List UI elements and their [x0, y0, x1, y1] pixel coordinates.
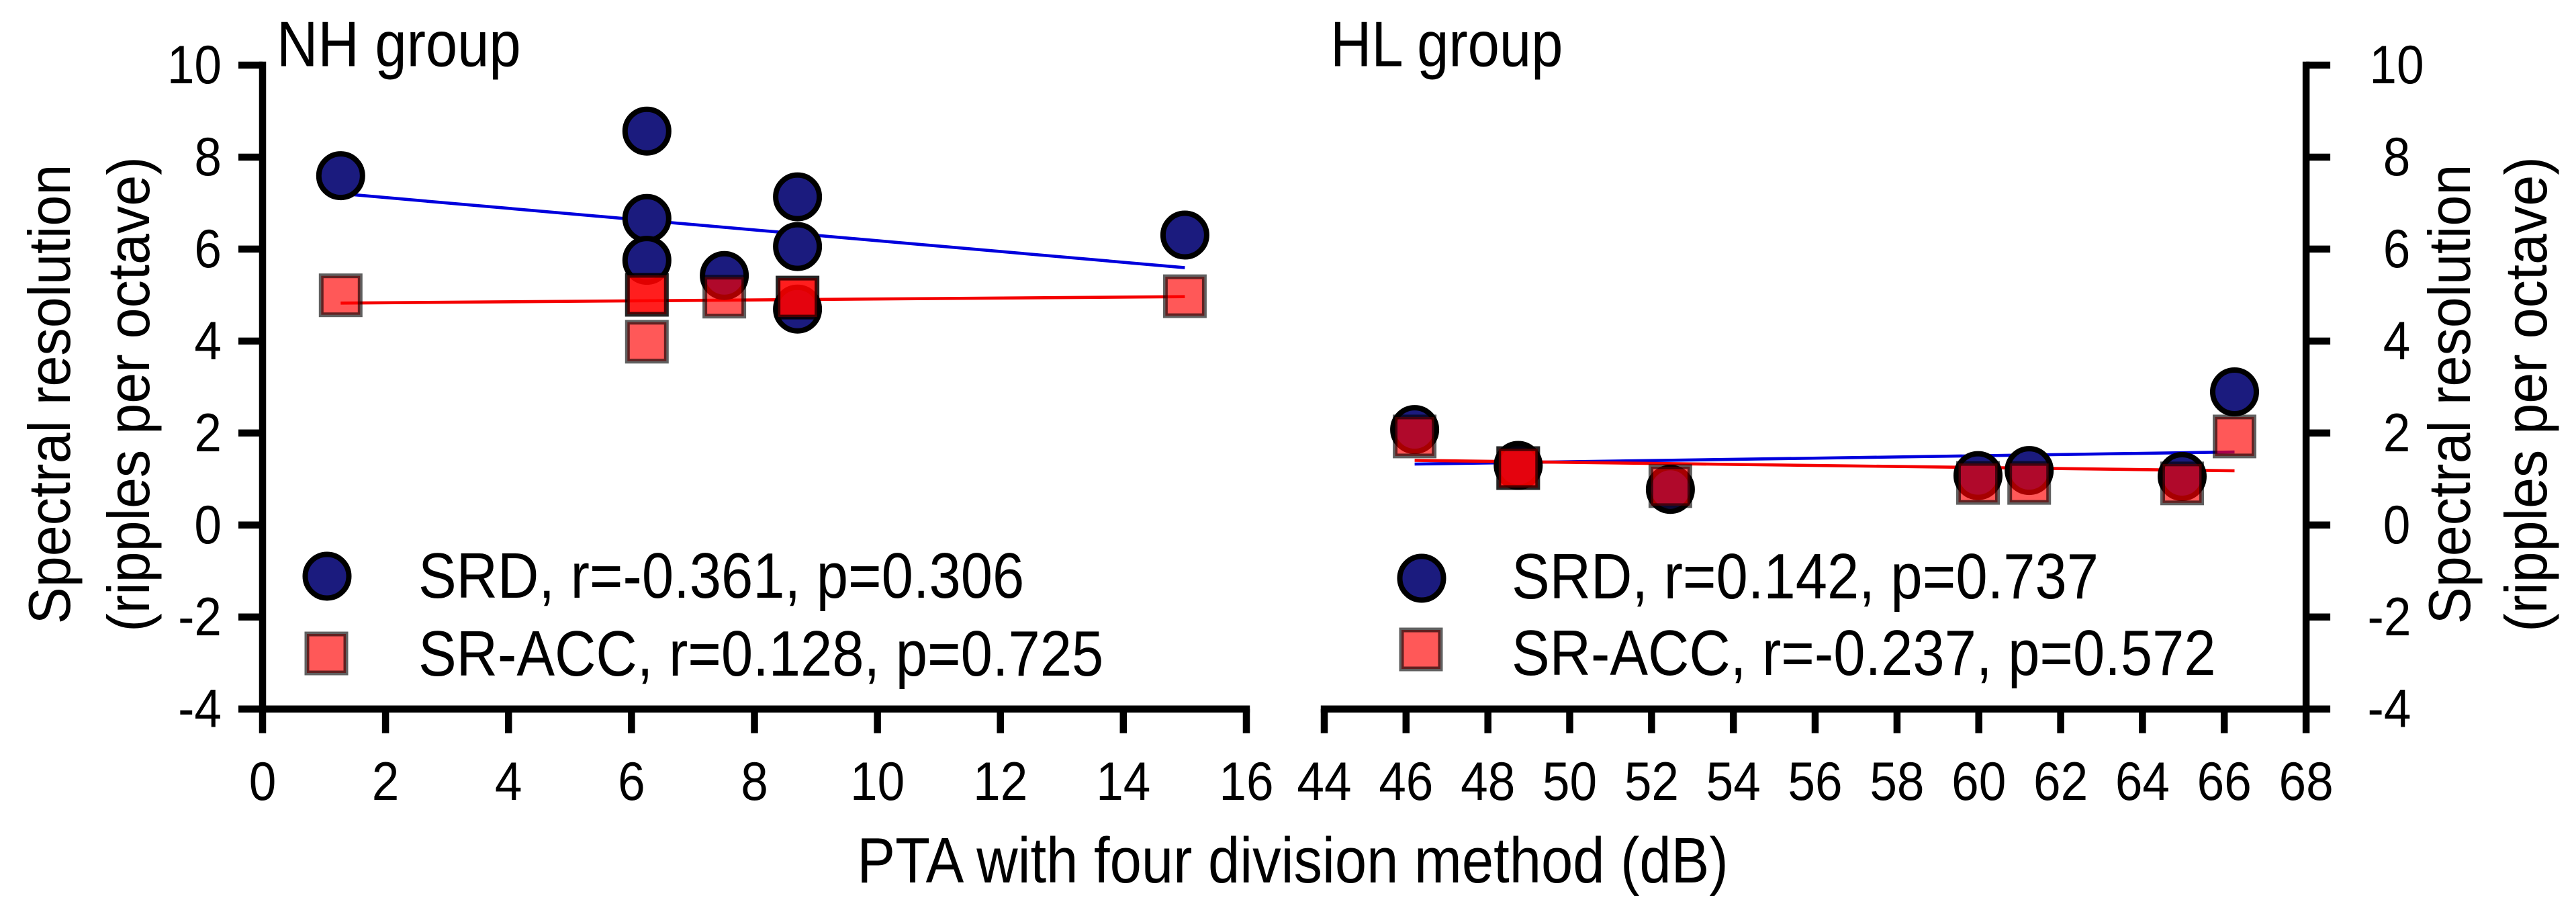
- svg-text:68: 68: [2279, 752, 2334, 812]
- svg-text:12: 12: [973, 752, 1027, 812]
- svg-text:4: 4: [194, 311, 222, 371]
- svg-text:4: 4: [2383, 311, 2411, 371]
- svg-text:10: 10: [167, 35, 222, 95]
- svg-text:62: 62: [2033, 752, 2088, 812]
- svg-text:-2: -2: [2368, 586, 2411, 647]
- svg-text:SRD, r=-0.361, p=0.306: SRD, r=-0.361, p=0.306: [418, 540, 1024, 612]
- svg-text:48: 48: [1461, 752, 1515, 812]
- svg-text:HL group: HL group: [1330, 9, 1563, 81]
- svg-text:0: 0: [249, 752, 277, 812]
- svg-text:(ripples per octave): (ripples per octave): [2494, 156, 2560, 632]
- svg-text:NH group: NH group: [277, 9, 521, 81]
- svg-text:6: 6: [2383, 219, 2411, 279]
- svg-text:4: 4: [495, 752, 522, 812]
- svg-text:66: 66: [2197, 752, 2252, 812]
- svg-text:0: 0: [2383, 494, 2411, 555]
- svg-text:10: 10: [850, 752, 905, 812]
- svg-text:54: 54: [1706, 752, 1761, 812]
- svg-text:2: 2: [372, 752, 400, 812]
- svg-text:60: 60: [1951, 752, 2006, 812]
- svg-text:10: 10: [2369, 35, 2424, 95]
- svg-text:44: 44: [1297, 752, 1351, 812]
- svg-text:-2: -2: [178, 586, 222, 647]
- svg-text:8: 8: [741, 752, 768, 812]
- svg-text:SR-ACC, r=-0.237, p=0.572: SR-ACC, r=-0.237, p=0.572: [1512, 617, 2216, 689]
- svg-text:SR-ACC, r=0.128, p=0.725: SR-ACC, r=0.128, p=0.725: [418, 618, 1103, 690]
- svg-text:52: 52: [1624, 752, 1679, 812]
- svg-text:6: 6: [194, 219, 222, 279]
- svg-text:16: 16: [1219, 752, 1273, 812]
- svg-text:Spectral resolution: Spectral resolution: [17, 165, 83, 625]
- svg-text:6: 6: [618, 752, 645, 812]
- svg-text:SRD, r=0.142, p=0.737: SRD, r=0.142, p=0.737: [1512, 541, 2099, 612]
- svg-text:8: 8: [194, 127, 222, 187]
- svg-text:PTA with four division method: PTA with four division method (dB): [857, 825, 1728, 897]
- svg-text:14: 14: [1096, 752, 1150, 812]
- svg-text:64: 64: [2115, 752, 2170, 812]
- svg-text:2: 2: [194, 402, 222, 463]
- svg-text:8: 8: [2383, 127, 2411, 187]
- svg-text:(ripples per octave): (ripples per octave): [97, 156, 163, 632]
- svg-text:58: 58: [1870, 752, 1924, 812]
- svg-text:-4: -4: [178, 678, 222, 739]
- svg-text:0: 0: [194, 494, 222, 555]
- svg-text:56: 56: [1788, 752, 1842, 812]
- svg-text:-4: -4: [2368, 678, 2411, 739]
- svg-text:Spectral resolution: Spectral resolution: [2418, 165, 2483, 625]
- svg-text:50: 50: [1543, 752, 1597, 812]
- svg-text:2: 2: [2383, 402, 2411, 463]
- svg-text:46: 46: [1379, 752, 1433, 812]
